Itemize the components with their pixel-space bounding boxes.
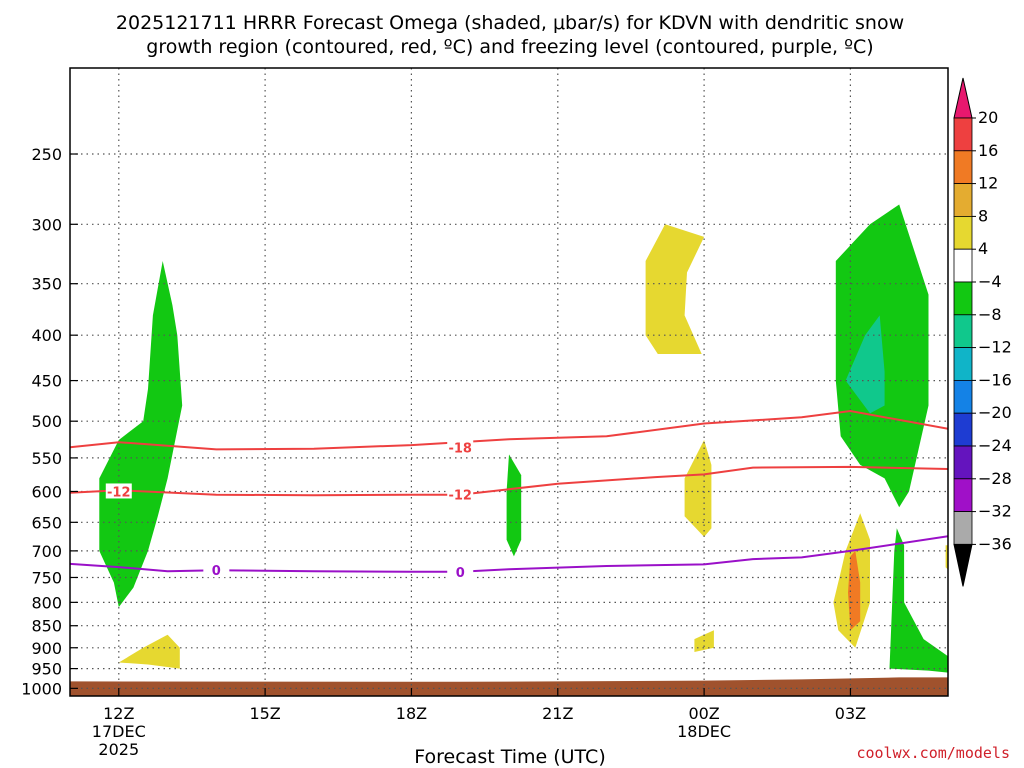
- contour-label-bg-3: [203, 562, 230, 578]
- grid: [70, 68, 948, 696]
- contour-label-bg-1: [105, 483, 132, 499]
- y-tick-label-400: 400: [31, 326, 62, 345]
- y-tick-label-650: 650: [31, 513, 62, 532]
- y-tick-label-500: 500: [31, 412, 62, 431]
- contour-label-0: -18: [448, 441, 472, 456]
- colorbar-bin-3: [953, 183, 973, 217]
- colorbar-bin-5: [953, 248, 973, 283]
- colorbar-label-12: −32: [978, 502, 1012, 521]
- colorbar-label-1: 16: [978, 141, 998, 160]
- colorbar-label-7: −12: [978, 338, 1012, 357]
- colorbar-label-6: −8: [978, 305, 1002, 324]
- colorbar-bottom-arrow: [953, 543, 973, 587]
- y-tick-label-350: 350: [31, 275, 62, 294]
- contour-label-4: 0: [456, 566, 465, 581]
- colorbar-bin-2: [953, 150, 973, 185]
- x-tick-label-00Z: 00Z: [688, 704, 719, 723]
- colorbar-label-0: 20: [978, 108, 998, 127]
- x-tick-date-00Z: 18DEC: [677, 722, 731, 741]
- contour-label-bg-2: [447, 486, 474, 502]
- y-tick-label-900: 900: [31, 639, 62, 658]
- omega-region-7: [845, 315, 885, 414]
- x-tick-label-18Z: 18Z: [396, 704, 427, 723]
- contour-label-2: -12: [448, 489, 472, 504]
- plot-frame: [69, 67, 949, 697]
- y-tick-label-550: 550: [31, 449, 62, 468]
- y-tick-label-800: 800: [31, 593, 62, 612]
- x-tick-date-12Z: 17DEC: [92, 722, 146, 741]
- y-tick-label-950: 950: [31, 660, 62, 679]
- omega-shading: [70, 204, 948, 696]
- omega-region-9: [848, 550, 861, 631]
- colorbar: 20 16 12 8 4 −4 −8 −12 −16 −20 −24 −28 −32 −36: [953, 77, 1012, 587]
- colorbar-bin-9: [953, 379, 973, 414]
- colorbar-bin-10: [953, 412, 973, 447]
- colorbar-label-11: −28: [978, 469, 1012, 488]
- colorbar-bin-12: [953, 478, 973, 512]
- colorbar-bin-8: [953, 347, 973, 381]
- y-tick-label-1000: 1000: [21, 679, 62, 698]
- colorbar-label-5: −4: [978, 272, 1002, 291]
- x-axis-label: Forecast Time (UTC): [414, 746, 605, 768]
- colorbar-label-3: 8: [978, 206, 988, 225]
- y-tick-label-600: 600: [31, 482, 62, 501]
- colorbar-bin-7: [953, 314, 973, 348]
- contour-line-3: [70, 535, 948, 573]
- x-tick-year-12Z: 2025: [98, 740, 139, 759]
- omega-region-4: [684, 440, 712, 537]
- colorbar-bin-13: [953, 511, 973, 545]
- colorbar-label-8: −16: [978, 370, 1012, 389]
- x-tick-label-15Z: 15Z: [249, 704, 280, 723]
- omega-region-10: [889, 528, 948, 673]
- omega-region-1: [118, 634, 180, 669]
- colorbar-bin-1: [953, 117, 973, 152]
- colorbar-top-arrow: [953, 77, 973, 119]
- colorbar-label-9: −20: [978, 403, 1012, 422]
- contour-label-bg-4: [447, 563, 474, 579]
- y-axis-ticks: 250 300 350 400 450 500 550 600 650 700 750 800 850 9…: [21, 145, 78, 698]
- y-tick-label-850: 850: [31, 617, 62, 636]
- chart-title-line-2: growth region (contoured, red, ºC) and f…: [146, 36, 873, 58]
- colorbar-bin-4: [953, 215, 973, 250]
- contour-line-1: [70, 465, 948, 497]
- temperature-contours: -18 -12 -12 0 0: [70, 409, 948, 581]
- y-tick-label-450: 450: [31, 372, 62, 391]
- omega-region-2: [506, 454, 522, 557]
- y-tick-label-250: 250: [31, 145, 62, 164]
- colorbar-label-2: 12: [978, 174, 998, 193]
- colorbar-label-13: −36: [978, 534, 1012, 553]
- x-tick-label-12Z: 12Z: [103, 704, 134, 723]
- colorbar-bin-6: [953, 281, 973, 316]
- y-tick-label-300: 300: [31, 215, 62, 234]
- chart-title-line-1: 2025121711 HRRR Forecast Omega (shaded, …: [116, 12, 904, 34]
- y-tick-label-700: 700: [31, 542, 62, 561]
- x-tick-label-03Z: 03Z: [835, 704, 866, 723]
- x-tick-label-21Z: 21Z: [542, 704, 573, 723]
- credit-text: coolwx.com/models: [856, 744, 1010, 762]
- colorbar-label-4: 4: [978, 239, 988, 258]
- contour-line-0: [70, 409, 948, 451]
- contour-label-1: -12: [107, 485, 131, 500]
- contour-label-3: 0: [212, 564, 221, 579]
- contour-label-bg-0: [447, 439, 474, 455]
- colorbar-label-10: −24: [978, 436, 1012, 455]
- colorbar-bin-11: [953, 445, 973, 480]
- ground-surface: [70, 677, 948, 696]
- y-tick-label-750: 750: [31, 568, 62, 587]
- omega-region-3: [645, 224, 705, 354]
- omega-region-0: [99, 261, 183, 608]
